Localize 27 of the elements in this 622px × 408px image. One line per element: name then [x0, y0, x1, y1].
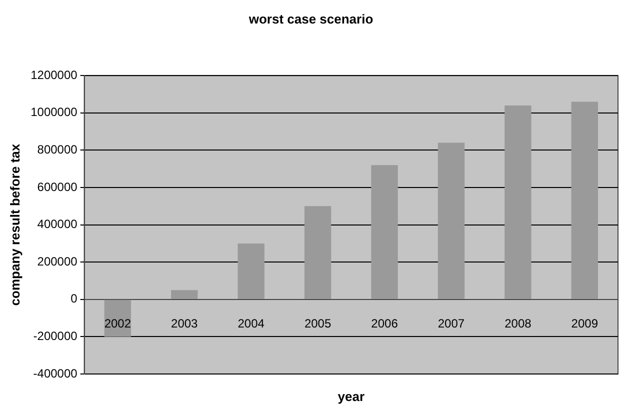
x-tick-label: 2004: [238, 316, 265, 331]
bar: [504, 105, 532, 299]
y-axis-title: company result before tax: [7, 143, 22, 306]
bar: [171, 290, 198, 299]
x-tick-label: 2007: [438, 316, 465, 331]
x-tick-label: 2002: [104, 316, 132, 331]
y-tick-label: -400000: [33, 366, 78, 380]
x-tick-label: 2008: [504, 316, 532, 331]
y-tick-label: 0: [70, 292, 78, 306]
bar: [571, 102, 598, 299]
x-axis-title: year: [338, 389, 365, 404]
bar: [438, 142, 465, 299]
y-tick-label: 1000000: [30, 105, 78, 120]
bar: [304, 206, 332, 299]
x-tick-label: 2005: [304, 316, 332, 331]
chart-title: worst case scenario: [248, 11, 374, 26]
y-tick-label: 1200000: [30, 68, 78, 82]
x-tick-label: 2003: [171, 316, 198, 331]
bar: [238, 243, 264, 299]
y-tick-label: -200000: [33, 329, 78, 344]
y-tick-label: 200000: [37, 254, 78, 268]
y-tick-label: 600000: [37, 180, 78, 194]
x-tick-label: 2009: [571, 316, 598, 331]
y-tick-label: 800000: [37, 142, 78, 157]
x-tick-label: 2006: [371, 316, 398, 331]
bar: [371, 165, 398, 299]
y-tick-label: 400000: [37, 217, 78, 232]
